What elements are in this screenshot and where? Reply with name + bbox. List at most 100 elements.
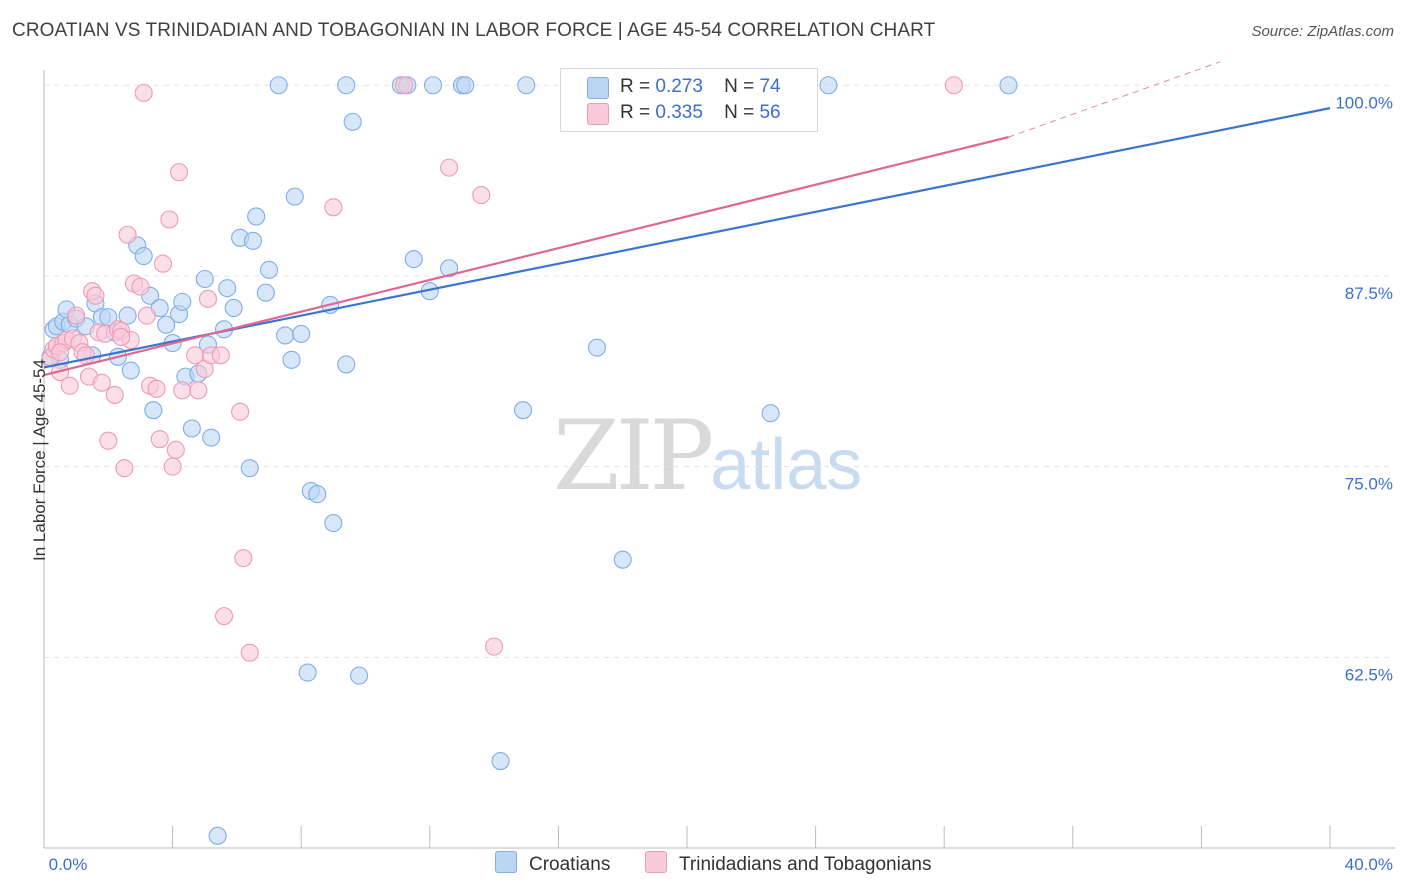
- croatian-point: [324, 514, 343, 533]
- trinidadian-point: [137, 306, 156, 325]
- croatian-point: [513, 401, 533, 420]
- croatian-point: [343, 112, 362, 131]
- trinidadian-point: [60, 376, 79, 395]
- croatian-point: [144, 401, 163, 420]
- y-tick-label: 62.5%: [1345, 665, 1393, 684]
- croatian-point: [202, 428, 221, 447]
- trinidadian-point: [189, 381, 208, 400]
- r-value: 0.335: [655, 102, 703, 123]
- trinidadian-point: [234, 549, 253, 568]
- trinidadian-point: [51, 343, 70, 362]
- croatian-point: [195, 269, 214, 289]
- croatian-point: [121, 361, 140, 380]
- trinidadian-point: [67, 306, 86, 325]
- y-tick-label: 75.0%: [1345, 475, 1393, 494]
- r-label: R =: [620, 76, 651, 97]
- trinidadian-point: [112, 327, 131, 347]
- n-value: 56: [759, 102, 781, 123]
- trinidadian-point: [163, 457, 182, 476]
- n-label: N =: [724, 102, 755, 123]
- trinidadian-point: [105, 385, 124, 404]
- trinidadian-point: [211, 346, 230, 365]
- trinidadian-point: [169, 163, 189, 182]
- trinidadian-point: [99, 431, 118, 450]
- croatian-point: [259, 260, 279, 279]
- croatian-point: [308, 485, 327, 504]
- croatian-point: [276, 326, 295, 345]
- trinidadian-point: [131, 277, 150, 296]
- trinidadians-legend-swatch: [645, 851, 667, 873]
- watermark-atlas: atlas: [710, 425, 863, 505]
- trinidadian-point: [485, 637, 504, 656]
- trinidadian-point: [472, 186, 491, 205]
- croatian-point: [456, 76, 475, 95]
- r-value: 0.273: [655, 76, 703, 97]
- legend-row-trinidadians-text: R = 0.335 N = 56: [620, 102, 781, 124]
- croatian-point: [224, 298, 243, 318]
- source-credit: Source: ZipAtlas.com: [1251, 23, 1394, 40]
- n-value: 74: [759, 76, 781, 97]
- chart-title: CROATIAN VS TRINIDADIAN AND TOBAGONIAN I…: [12, 20, 936, 41]
- x-tick-label-min: 0.0%: [49, 855, 88, 874]
- croatian-point: [350, 666, 369, 685]
- r-label: R =: [620, 102, 651, 123]
- croatian-point: [999, 76, 1018, 95]
- trinidadian-point: [134, 83, 153, 102]
- trinidadian-point: [440, 158, 459, 177]
- zipatlas-watermark: ZIPatlas: [553, 400, 862, 512]
- croatian-point: [118, 306, 137, 325]
- croatian-point: [243, 231, 263, 250]
- croatian-point: [819, 76, 838, 95]
- croatian-point: [240, 459, 259, 478]
- croatian-point: [337, 355, 356, 374]
- croatian-point: [587, 338, 607, 357]
- trinidadian-point: [231, 402, 250, 421]
- croatian-point: [282, 350, 301, 369]
- legend-row-croatians-text: R = 0.273 N = 74: [620, 76, 781, 98]
- trinidadian-point: [150, 430, 169, 449]
- croatian-point: [182, 419, 201, 438]
- croatian-point: [285, 187, 304, 206]
- croatian-point: [337, 76, 356, 95]
- croatian-point: [134, 247, 153, 266]
- y-tick-label: 100.0%: [1335, 93, 1393, 112]
- croatian-point: [440, 259, 459, 278]
- trinidadian-point: [198, 289, 218, 308]
- trinidadian-trend-extension: [1008, 61, 1221, 138]
- croatians-legend-swatch: [495, 851, 517, 873]
- correlation-legend: R = 0.273 N = 74 R = 0.335 N = 56: [560, 68, 818, 132]
- croatian-point: [247, 207, 266, 226]
- croatians-swatch: [587, 77, 609, 99]
- trinidadians-legend-label: Trinidadians and Tobagonians: [679, 854, 932, 875]
- x-tick-label-max: 40.0%: [1345, 855, 1393, 874]
- trinidadian-point: [173, 381, 192, 400]
- trinidadian-point: [160, 210, 179, 229]
- y-tick-label: 87.5%: [1345, 284, 1393, 303]
- trinidadian-point: [944, 76, 963, 95]
- trinidadian-point: [395, 76, 414, 95]
- trinidadian-point: [153, 254, 173, 273]
- croatian-trend-line: [43, 107, 1331, 369]
- bottom-legend-trinidadians: Trinidadians and Tobagonians: [645, 851, 931, 876]
- croatian-point: [218, 279, 237, 298]
- croatian-point: [761, 404, 780, 423]
- n-label: N =: [724, 76, 755, 97]
- y-axis-label: In Labor Force | Age 45-54: [30, 359, 49, 561]
- trinidadians-swatch: [587, 103, 609, 125]
- croatian-point: [423, 76, 443, 95]
- trinidadian-point: [166, 440, 185, 459]
- croatian-point: [404, 250, 423, 269]
- bottom-legend-croatians: Croatians: [495, 851, 610, 876]
- trinidadian-point: [92, 373, 111, 392]
- croatian-point: [157, 315, 176, 334]
- trinidadian-point: [115, 459, 134, 478]
- croatian-point: [292, 324, 311, 343]
- croatian-point: [613, 550, 632, 569]
- croatians-legend-label: Croatians: [529, 854, 611, 875]
- croatian-point: [173, 292, 192, 311]
- croatian-point: [256, 283, 275, 302]
- trinidadian-point: [86, 286, 105, 305]
- trinidadian-point: [147, 379, 166, 398]
- trinidadian-point: [324, 198, 343, 217]
